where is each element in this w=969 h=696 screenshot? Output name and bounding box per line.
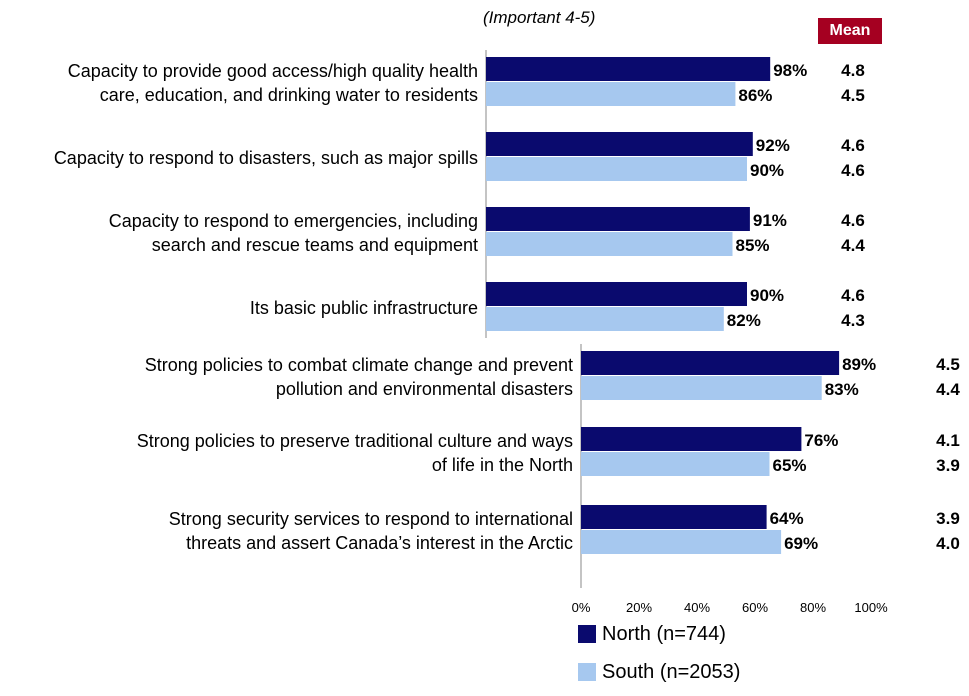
x-tick-label: 60% bbox=[742, 600, 768, 615]
legend-swatch-north bbox=[578, 625, 596, 643]
x-tick-label: 100% bbox=[854, 600, 888, 615]
bar-north bbox=[486, 57, 771, 81]
bar-north bbox=[581, 351, 840, 375]
data-label: 90% bbox=[750, 161, 784, 180]
data-label: 86% bbox=[738, 86, 772, 105]
mean-value: 4.6 bbox=[841, 286, 865, 305]
category-label: Strong security services to respond to i… bbox=[169, 509, 573, 529]
mean-value: 4.4 bbox=[936, 380, 960, 399]
mean-value: 4.4 bbox=[841, 236, 865, 255]
legend-label-north: North (n=744) bbox=[602, 622, 726, 645]
data-label: 98% bbox=[773, 61, 807, 80]
data-label: 64% bbox=[770, 509, 804, 528]
data-label: 92% bbox=[756, 136, 790, 155]
mean-value: 4.6 bbox=[841, 161, 865, 180]
mean-value: 4.8 bbox=[841, 61, 865, 80]
data-label: 82% bbox=[727, 311, 761, 330]
mean-value: 4.6 bbox=[841, 211, 865, 230]
legend: North (n=744) South (n=2053) bbox=[578, 620, 740, 696]
category-label: Capacity to respond to emergencies, incl… bbox=[109, 211, 478, 231]
data-label: 90% bbox=[750, 286, 784, 305]
data-label: 85% bbox=[736, 236, 770, 255]
bar-south bbox=[486, 232, 733, 256]
mean-value: 4.5 bbox=[936, 355, 960, 374]
category-label: Capacity to respond to disasters, such a… bbox=[54, 148, 478, 168]
mean-value: 3.9 bbox=[936, 456, 960, 475]
mean-value: 4.1 bbox=[936, 431, 960, 450]
chart-subtitle: (Important 4-5) bbox=[483, 8, 596, 27]
bar-north bbox=[581, 427, 802, 451]
x-tick-label: 80% bbox=[800, 600, 826, 615]
bar-south bbox=[486, 157, 747, 181]
category-label: of life in the North bbox=[432, 455, 573, 475]
category-label: Its basic public infrastructure bbox=[250, 298, 478, 318]
bar-south bbox=[486, 82, 736, 106]
category-label: care, education, and drinking water to r… bbox=[100, 85, 478, 105]
mean-header-badge: Mean bbox=[818, 18, 882, 44]
mean-value: 4.0 bbox=[936, 534, 960, 553]
category-label: threats and assert Canada’s interest in … bbox=[186, 533, 573, 553]
legend-swatch-south bbox=[578, 663, 596, 681]
data-label: 83% bbox=[825, 380, 859, 399]
data-label: 65% bbox=[773, 456, 807, 475]
category-label: search and rescue teams and equipment bbox=[152, 235, 478, 255]
mean-value: 4.6 bbox=[841, 136, 865, 155]
data-label: 69% bbox=[784, 534, 818, 553]
bar-south bbox=[581, 530, 782, 554]
category-label: pollution and environmental disasters bbox=[276, 379, 573, 399]
bar-north bbox=[486, 207, 750, 231]
x-tick-label: 40% bbox=[684, 600, 710, 615]
data-label: 91% bbox=[753, 211, 787, 230]
data-label: 89% bbox=[842, 355, 876, 374]
mean-value: 4.3 bbox=[841, 311, 865, 330]
bar-south bbox=[581, 376, 822, 400]
legend-label-south: South (n=2053) bbox=[602, 660, 741, 683]
data-label: 76% bbox=[804, 431, 838, 450]
x-tick-label: 0% bbox=[572, 600, 591, 615]
bar-north bbox=[486, 132, 753, 156]
legend-item-north: North (n=744) bbox=[578, 620, 740, 648]
category-label: Strong policies to preserve traditional … bbox=[137, 431, 573, 451]
x-tick-label: 20% bbox=[626, 600, 652, 615]
legend-item-south: South (n=2053) bbox=[578, 658, 740, 686]
bar-north bbox=[486, 282, 747, 306]
category-label: Strong policies to combat climate change… bbox=[145, 355, 573, 375]
mean-value: 4.5 bbox=[841, 86, 865, 105]
bar-north bbox=[581, 505, 767, 529]
mean-value: 3.9 bbox=[936, 509, 960, 528]
bar-south bbox=[581, 452, 770, 476]
category-label: Capacity to provide good access/high qua… bbox=[68, 61, 478, 81]
bar-south bbox=[486, 307, 724, 331]
